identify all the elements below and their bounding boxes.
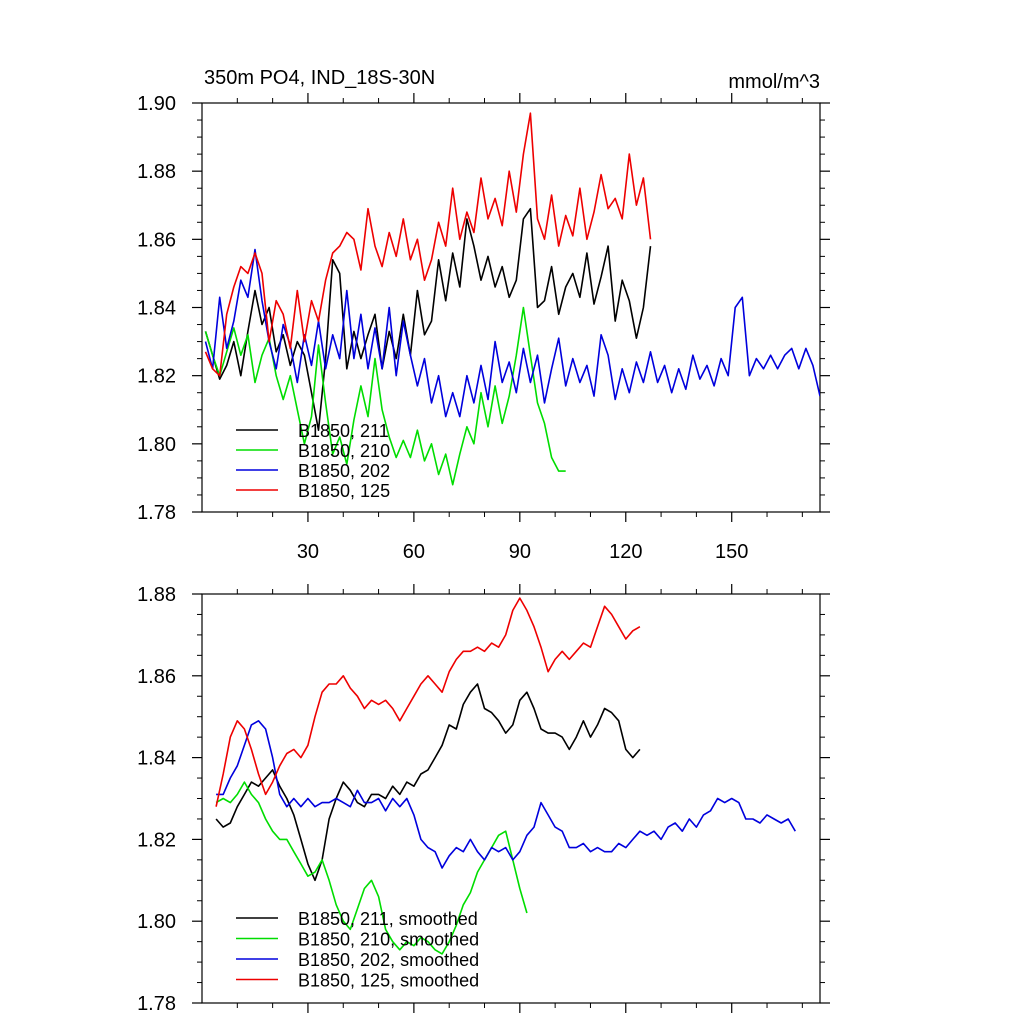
- bottom-series-line-b211: [215, 683, 641, 882]
- top-ytick-label: 1.84: [137, 298, 176, 320]
- top-xtick-label: 60: [403, 541, 425, 563]
- top-legend-label-b202: B1850, 202: [298, 461, 390, 481]
- top-xtick-label: 150: [715, 541, 748, 563]
- top-ytick-label: 1.82: [137, 366, 176, 388]
- top-ytick-label: 1.86: [137, 229, 176, 251]
- bottom-series-line-b125: [215, 597, 641, 807]
- top-xtick-label: 30: [297, 541, 319, 563]
- bottom-series-line-b210: [215, 781, 528, 955]
- top-ytick-label: 1.80: [137, 434, 176, 456]
- top-legend-label-b125: B1850, 125: [298, 481, 390, 501]
- bottom-legend-label-b202: B1850, 202, smoothed: [298, 950, 479, 970]
- top-units-label: mmol/m^3: [728, 71, 820, 93]
- top-legend-label-b210: B1850, 210: [298, 441, 390, 461]
- top-ytick-label: 1.78: [137, 502, 176, 524]
- bottom-legend-label-b125: B1850, 125, smoothed: [298, 971, 479, 991]
- top-series-line-b202: [204, 248, 820, 418]
- bottom-ytick-label: 1.82: [137, 829, 176, 851]
- bottom-ytick-label: 1.84: [137, 748, 176, 770]
- top-xtick-label: 90: [509, 541, 531, 563]
- bottom-series-line-b202: [216, 719, 796, 869]
- top-chart-title: 350m PO4, IND_18S-30N: [204, 67, 435, 89]
- bottom-ytick-label: 1.86: [137, 666, 176, 688]
- top-ytick-label: 1.88: [137, 161, 176, 183]
- top-ytick-label: 1.90: [137, 93, 176, 115]
- top-xtick-label: 120: [609, 541, 642, 563]
- top-series-line-b125: [204, 112, 652, 377]
- bottom-legend-label-b211: B1850, 211, smoothed: [298, 909, 478, 929]
- bottom-ytick-label: 1.80: [137, 911, 176, 933]
- top-legend-label-b211: B1850, 211: [298, 421, 389, 441]
- top-panel-plot: 1.78 1.80 1.82 1.84 1.86 1.88 1.90 30 60 90 120 150…: [137, 67, 830, 563]
- bottom-series-group: [215, 597, 796, 955]
- bottom-ytick-label: 1.78: [137, 993, 176, 1015]
- bottom-panel-plot: 1.78 1.80 1.82 1.84 1.86 1.88 B1850, 211, smoo…: [137, 584, 830, 1015]
- top-series-group: [204, 112, 820, 486]
- top-series-line-b210: [204, 306, 566, 486]
- bottom-ytick-label: 1.88: [137, 584, 176, 606]
- bottom-legend-label-b210: B1850, 210, smoothed: [298, 930, 479, 950]
